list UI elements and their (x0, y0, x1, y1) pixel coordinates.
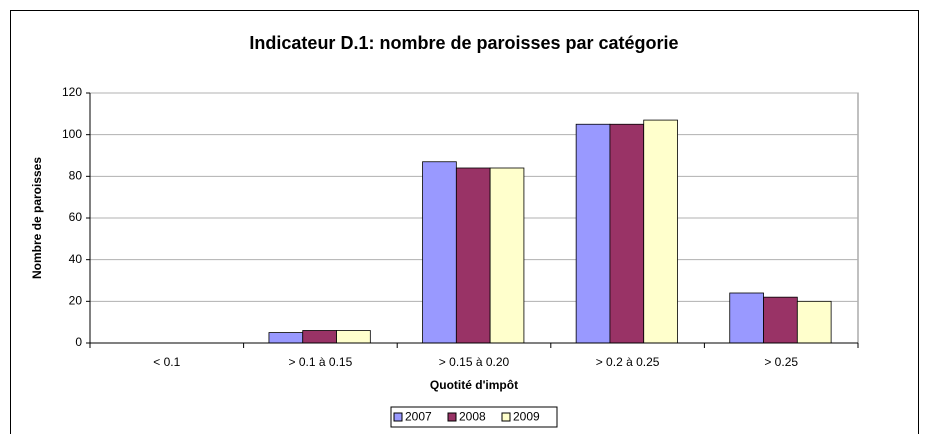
x-tick-label: > 0.2 à 0.25 (596, 355, 660, 369)
bar (575, 123, 611, 344)
bar (763, 296, 798, 344)
legend-label: 2008 (459, 410, 486, 424)
legend-swatch (501, 412, 511, 422)
x-tick-label: < 0.1 (153, 355, 180, 369)
x-tick-label: > 0.15 à 0.20 (439, 355, 510, 369)
bar (796, 300, 832, 344)
chart-title: Indicateur D.1: nombre de paroisses par … (249, 33, 678, 53)
bar (336, 330, 371, 344)
bar (455, 167, 491, 344)
x-axis-label: Quotité d'impôt (430, 378, 518, 392)
legend-swatch (393, 412, 403, 422)
legend-swatch (447, 412, 457, 422)
legend-label: 2007 (405, 410, 432, 424)
bar (268, 332, 304, 344)
bar (609, 123, 645, 344)
legend-box (390, 406, 558, 428)
bar (643, 119, 678, 344)
y-axis-label: Nombre de paroisses (30, 157, 44, 279)
bar (729, 292, 764, 344)
x-tick-label: > 0.1 à 0.15 (289, 355, 353, 369)
bar (422, 161, 457, 344)
y-tick-label: 60 (69, 210, 83, 224)
legend-label: 2009 (513, 410, 540, 424)
y-tick-label: 0 (75, 335, 82, 349)
bar (302, 330, 337, 344)
bar (489, 167, 525, 344)
y-tick-label: 120 (62, 85, 82, 99)
x-tick-label: > 0.25 (764, 355, 798, 369)
y-tick-label: 80 (69, 169, 83, 183)
y-tick-label: 100 (62, 127, 82, 141)
y-tick-label: 20 (69, 294, 83, 308)
y-tick-label: 40 (69, 252, 83, 266)
